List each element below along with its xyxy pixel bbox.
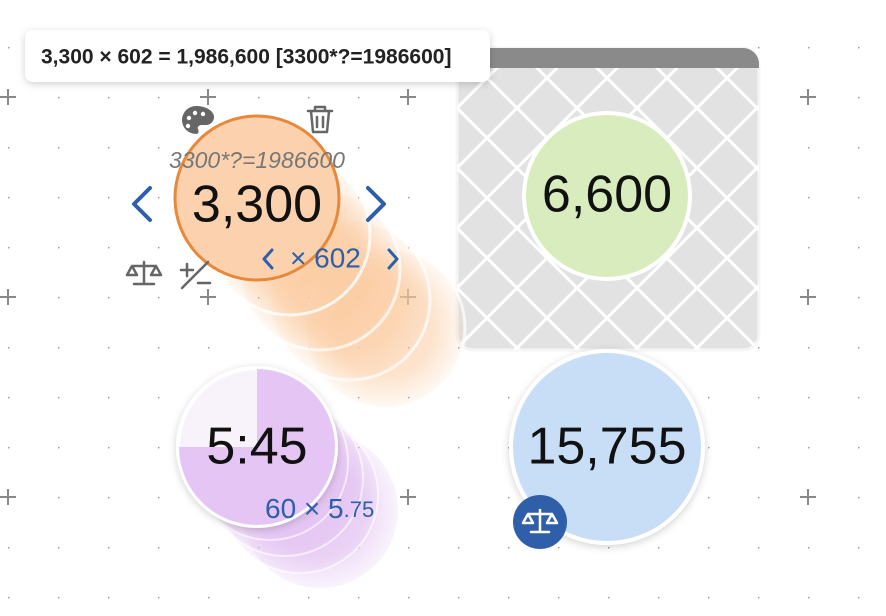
balance-icon[interactable]: [125, 260, 163, 286]
node-purple[interactable]: 5:45 60 × 5.75: [176, 366, 398, 588]
node-value: 3,300: [192, 176, 322, 234]
step-next[interactable]: [387, 248, 399, 270]
step: 60 × 5.75: [265, 493, 374, 524]
node-value: 6,600: [542, 166, 672, 224]
node-blue[interactable]: 15,755: [509, 349, 705, 549]
tooltip-text: 3,300 × 602 = 1,986,600 [3300*?=1986600]: [41, 46, 451, 69]
step-main: 60 × 5: [265, 493, 344, 524]
step-fraction: .75: [344, 497, 375, 522]
formula: 3300*?=1986600: [169, 147, 345, 173]
step: × 602: [290, 242, 361, 273]
palette-icon[interactable]: [182, 106, 214, 134]
step-prev[interactable]: [262, 248, 274, 270]
balance-badge[interactable]: [521, 508, 559, 534]
node-orange[interactable]: 3300*?=1986600 3,300 × 602: [169, 114, 467, 410]
node-value: 5:45: [206, 418, 307, 476]
node-value: 15,755: [527, 418, 686, 476]
tooltip: 3,300 × 602 = 1,986,600 [3300*?=1986600]: [25, 30, 490, 82]
prev-button[interactable]: [132, 186, 152, 222]
delete-icon[interactable]: [306, 105, 334, 134]
next-button[interactable]: [366, 186, 386, 222]
node-green[interactable]: 6,600: [522, 111, 692, 281]
plus-minus-icon[interactable]: [179, 260, 212, 290]
